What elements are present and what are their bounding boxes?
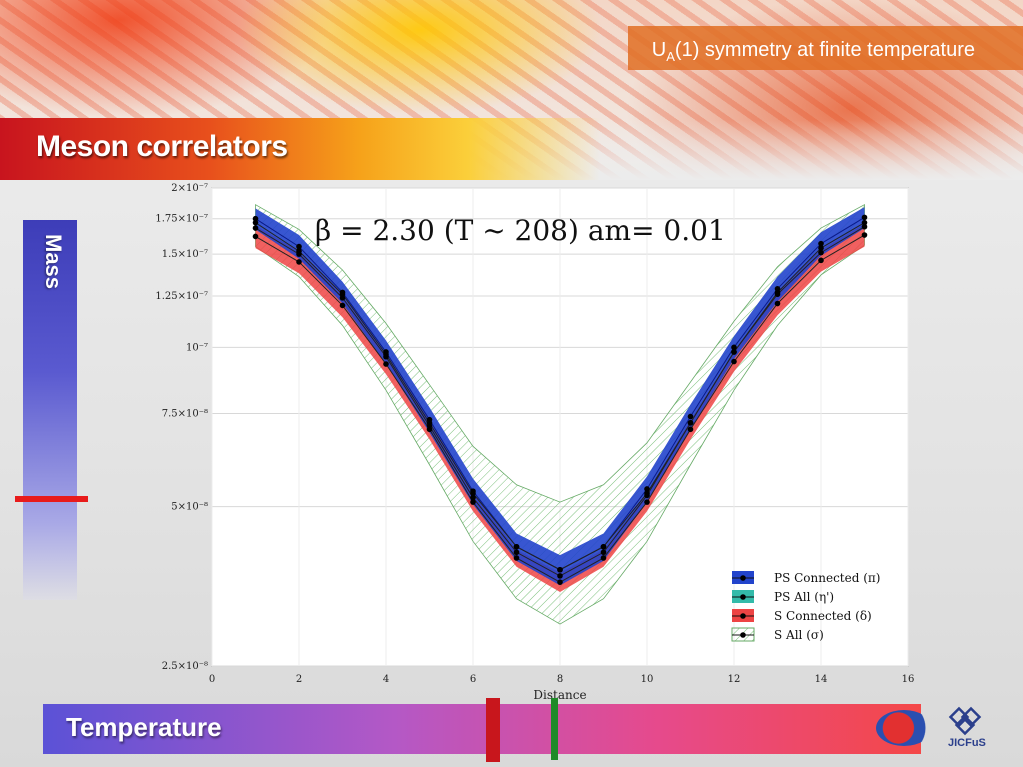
legend-marker	[740, 613, 746, 619]
data-point	[644, 499, 650, 505]
data-point	[513, 549, 520, 556]
x-tick-label: 6	[470, 674, 476, 685]
y-tick-label: 5×10⁻⁸	[171, 502, 208, 513]
data-point	[470, 499, 476, 505]
temperature-label: Temperature	[66, 712, 222, 742]
y-tick-label: 10⁻⁷	[186, 342, 208, 353]
x-tick-label: 12	[728, 674, 741, 685]
chart-title: β = 2.30 (T ~ 208) am= 0.01	[315, 214, 726, 247]
data-point	[252, 225, 259, 231]
mass-scale-bar	[23, 220, 77, 600]
data-point	[557, 566, 563, 573]
mass-label: Mass	[41, 234, 66, 290]
y-tick-label: 7.5×10⁻⁸	[162, 408, 208, 419]
data-point	[296, 243, 302, 250]
data-point	[426, 426, 433, 433]
topic-prefix: U	[651, 39, 667, 61]
data-point	[470, 494, 476, 501]
data-point	[861, 223, 868, 230]
data-point	[252, 233, 259, 240]
mass-marker	[15, 496, 88, 502]
legend-label: S All (σ)	[774, 628, 824, 642]
logo-emblem	[876, 710, 932, 746]
temperature-green-marker	[551, 698, 558, 760]
data-point	[774, 300, 781, 307]
data-point	[296, 259, 302, 265]
error-bands	[255, 203, 865, 625]
data-point	[513, 555, 520, 561]
x-tick-label: 0	[209, 674, 215, 685]
data-point	[339, 291, 346, 298]
data-point	[687, 413, 694, 420]
x-tick-label: 2	[296, 674, 302, 685]
data-point	[818, 240, 824, 247]
data-point	[731, 349, 737, 355]
page-title: Meson correlators	[36, 130, 288, 163]
data-point	[687, 420, 694, 426]
legend-marker	[740, 632, 746, 638]
data-point	[383, 361, 389, 367]
topic-box	[628, 26, 1023, 70]
data-point	[861, 232, 868, 238]
data-point	[426, 420, 433, 426]
data-point	[383, 351, 389, 358]
data-point	[818, 257, 824, 264]
y-tick-label: 2.5×10⁻⁸	[162, 661, 208, 672]
data-point	[774, 289, 781, 296]
y-tick-label: 1.5×10⁻⁷	[162, 249, 208, 260]
x-tick-label: 16	[902, 674, 915, 685]
x-tick-label: 10	[641, 674, 654, 685]
data-point	[687, 426, 694, 433]
legend: PS Connected (π) PS All (η') S Connected (…	[731, 571, 880, 642]
y-tick-label: 1.75×10⁻⁷	[155, 214, 208, 225]
y-tick-label: 1.25×10⁻⁷	[155, 291, 208, 302]
data-point	[818, 245, 824, 251]
legend-marker	[740, 575, 746, 581]
legend-label: PS Connected (π)	[774, 571, 880, 585]
data-points	[252, 214, 868, 585]
legend-marker	[740, 594, 746, 600]
data-point	[513, 543, 520, 550]
data-point	[861, 219, 868, 226]
data-point	[339, 302, 346, 309]
correlator-chart: 0 2 4 6 8 10 12 14 16 2.5×10⁻⁸ 5×10⁻⁸ 7.5×10⁻⁸ 10⁻⁷…	[155, 183, 915, 702]
data-point	[470, 490, 476, 497]
data-point	[731, 344, 737, 351]
y-tick-labels: 2.5×10⁻⁸ 5×10⁻⁸ 7.5×10⁻⁸ 10⁻⁷ 1.25×10⁻⁷ 1.5×1…	[155, 183, 208, 672]
title-bar	[0, 118, 600, 180]
data-point	[600, 549, 607, 556]
data-point	[644, 486, 650, 492]
data-point	[557, 579, 563, 585]
x-tick-label: 4	[383, 674, 389, 685]
data-point	[644, 490, 650, 497]
data-point	[252, 219, 259, 226]
y-tick-label: 2×10⁻⁷	[171, 183, 208, 194]
data-point	[861, 214, 868, 221]
jicfus-logo-icon	[948, 706, 982, 736]
legend-label: PS All (η')	[774, 590, 834, 604]
grid-lines	[211, 187, 909, 667]
data-point	[600, 555, 607, 561]
data-point	[557, 573, 563, 579]
data-point	[731, 358, 737, 365]
logo-text: JICFuS	[948, 737, 986, 749]
data-point	[296, 248, 302, 254]
x-tick-label: 8	[557, 674, 563, 685]
slide-topic: UA(1) symmetry at finite temperature	[645, 36, 975, 71]
data-point	[818, 249, 824, 256]
x-tick-label: 14	[815, 674, 828, 685]
temperature-red-marker	[486, 698, 500, 762]
legend-label: S Connected (δ)	[774, 609, 872, 623]
x-axis-label: Distance	[533, 688, 586, 702]
data-point	[252, 215, 259, 222]
x-tick-labels: 0 2 4 6 8 10 12 14 16	[209, 674, 915, 685]
temperature-scale-bar	[43, 704, 921, 754]
data-point	[600, 543, 607, 550]
topic-subscript: A	[666, 49, 675, 64]
topic-suffix: (1) symmetry at finite temperature	[674, 39, 975, 61]
